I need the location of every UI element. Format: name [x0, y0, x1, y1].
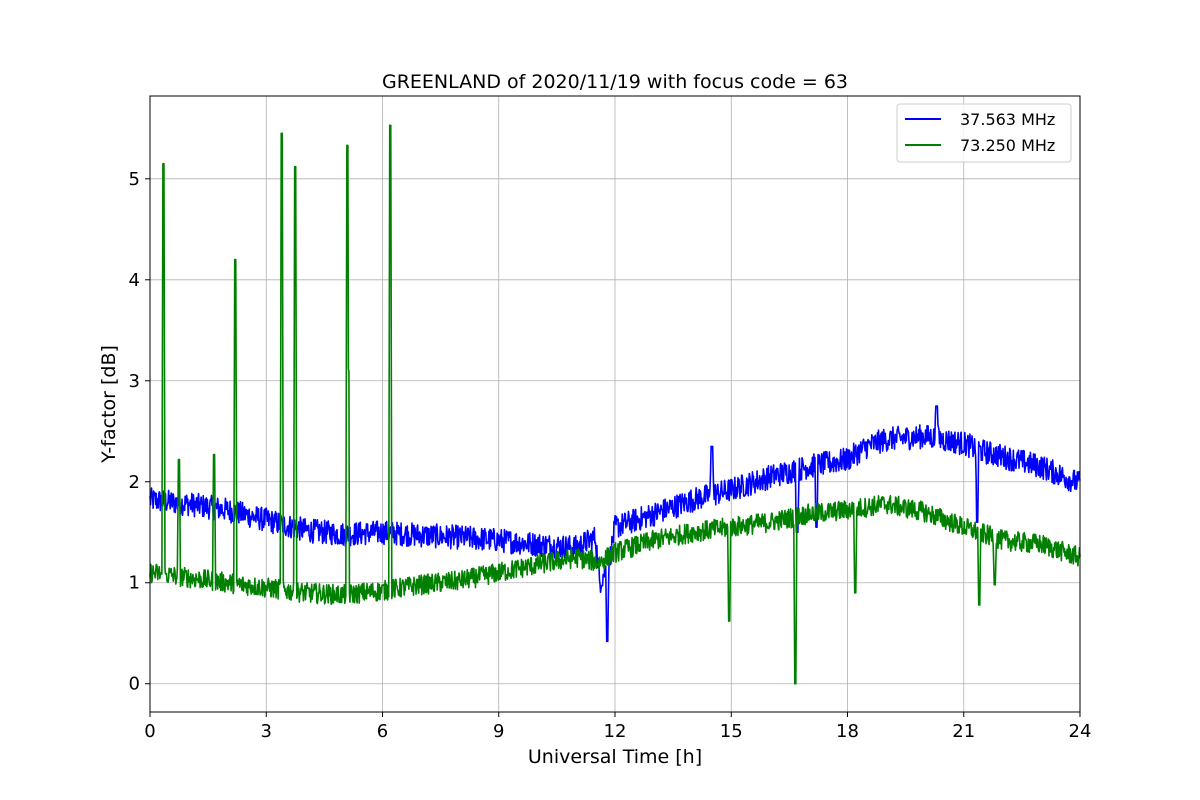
- x-tick-label: 9: [493, 721, 504, 742]
- y-tick-label: 0: [129, 674, 140, 695]
- x-tick-label: 15: [720, 721, 743, 742]
- x-tick-label: 18: [836, 721, 859, 742]
- legend-label-series-1: 37.563 MHz: [960, 110, 1055, 129]
- x-tick-label: 12: [604, 721, 627, 742]
- series-line-2: [149, 124, 1081, 685]
- x-tick-label: 24: [1069, 721, 1092, 742]
- y-tick-label: 4: [129, 270, 140, 291]
- series-line-1: [149, 405, 1081, 643]
- x-tick-label: 0: [144, 721, 155, 742]
- x-axis-label: Universal Time [h]: [528, 746, 702, 768]
- legend-label-series-2: 73.250 MHz: [960, 136, 1055, 155]
- x-tick-label: 6: [377, 721, 388, 742]
- x-tick-label: 21: [952, 721, 975, 742]
- series-layer: [149, 124, 1081, 685]
- y-tick-label: 3: [129, 371, 140, 392]
- chart-title: GREENLAND of 2020/11/19 with focus code …: [382, 71, 848, 93]
- legend: 37.563 MHz 73.250 MHz: [896, 103, 1072, 163]
- y-tick-label: 1: [129, 573, 140, 594]
- y-axis-label: Y-factor [dB]: [98, 345, 120, 464]
- x-tick-label: 3: [261, 721, 272, 742]
- y-tick-label: 2: [129, 472, 140, 493]
- y-tick-label: 5: [129, 169, 140, 190]
